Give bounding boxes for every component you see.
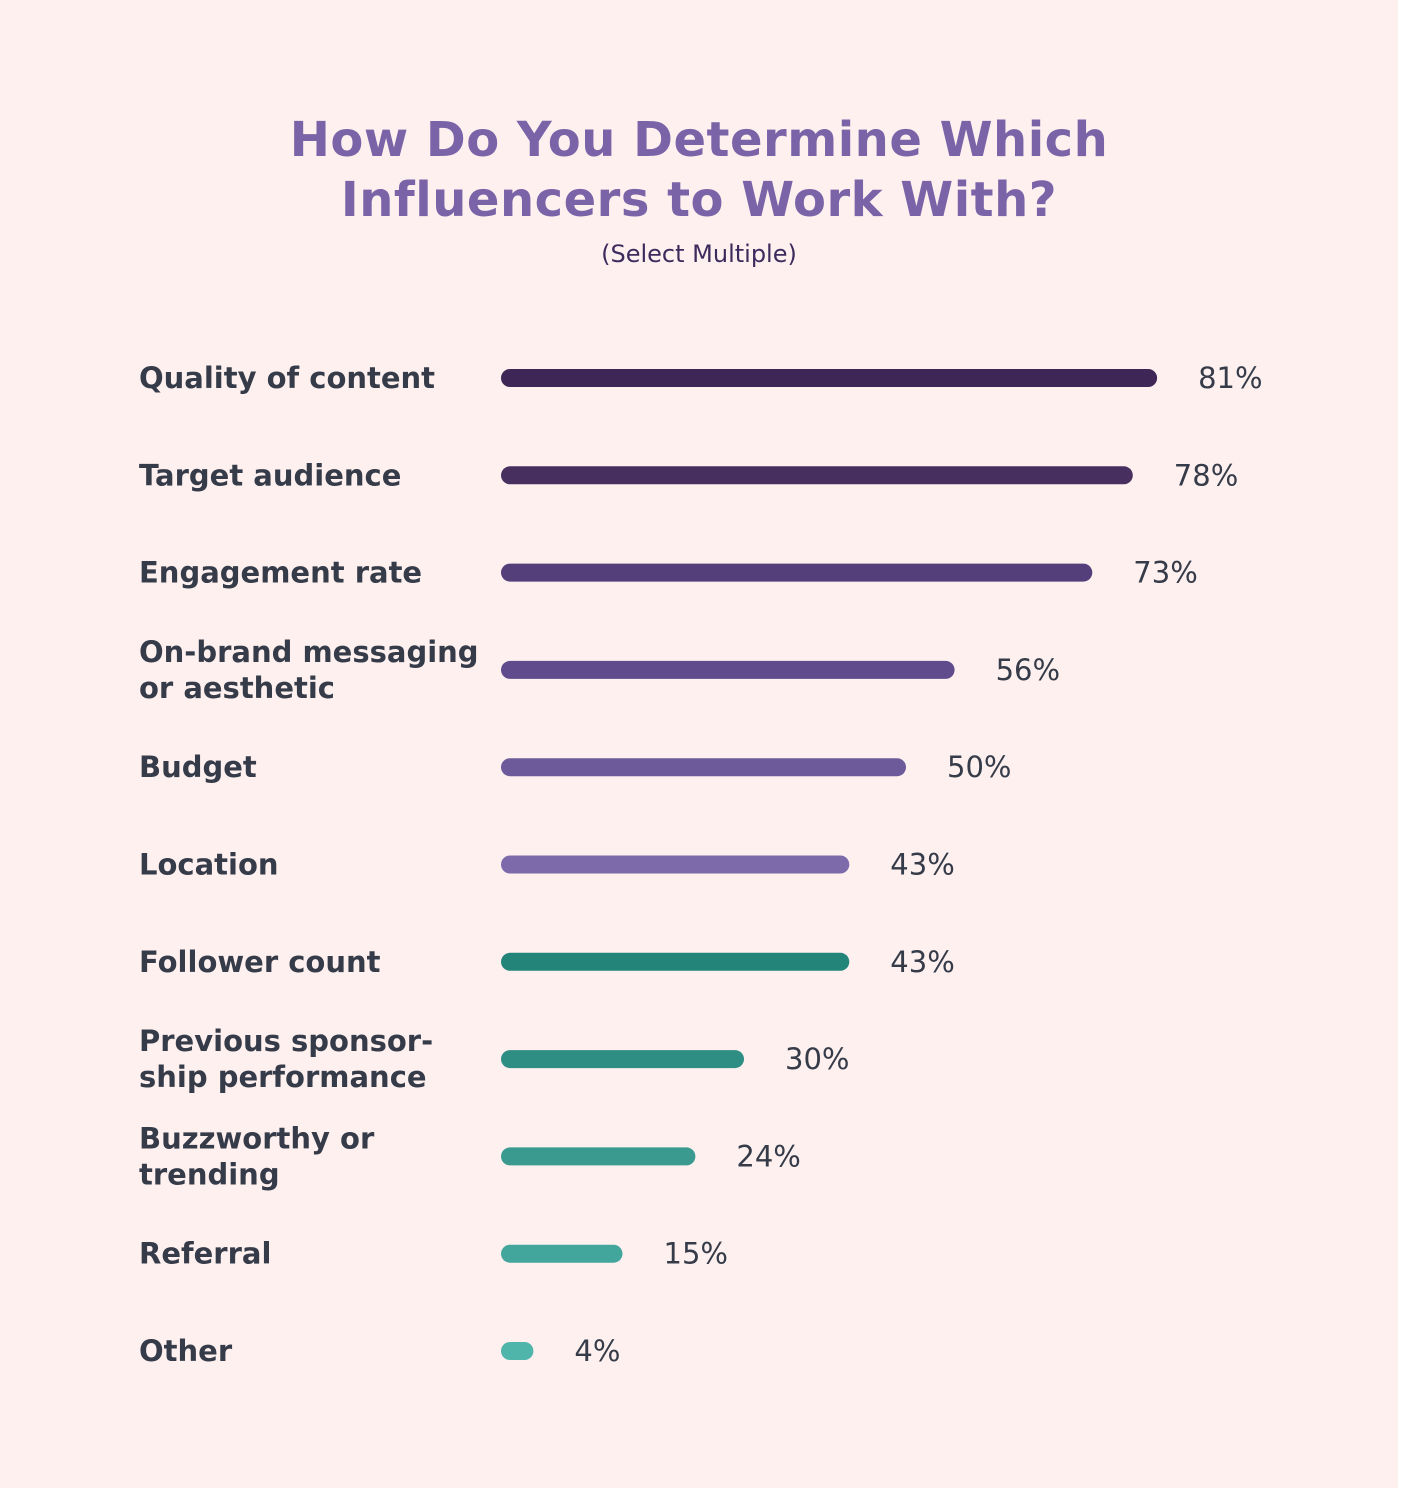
category-label: On-brand messaging or aesthetic <box>139 635 479 705</box>
bar-row: Quality of content 81% <box>139 361 1263 395</box>
bar <box>501 1342 534 1360</box>
category-label-line: Target audience <box>139 458 401 492</box>
chart-subtitle: (Select Multiple) <box>601 240 797 268</box>
category-label: Engagement rate <box>139 556 422 590</box>
category-label-line: Previous sponsor- <box>139 1024 433 1058</box>
bar-row: Referral 15% <box>139 1237 728 1271</box>
category-label: Target audience <box>139 458 401 492</box>
value-label: 81% <box>1198 361 1262 395</box>
bar-row: Budget 50% <box>139 750 1011 784</box>
category-label: Follower count <box>139 945 381 979</box>
bar <box>501 660 955 679</box>
bar <box>501 758 906 777</box>
chart-title-line-2: Influencers to Work With? <box>340 172 1058 228</box>
category-label: Quality of content <box>139 361 435 395</box>
value-label: 56% <box>996 653 1060 687</box>
bar-row: Follower count 43% <box>139 945 955 979</box>
category-label-line: Buzzworthy or <box>139 1121 375 1155</box>
bar-row: Target audience 78% <box>139 458 1238 492</box>
category-label-line: Budget <box>139 750 257 784</box>
chart-title-line-1: How Do You Determine Which <box>289 112 1109 168</box>
bar-row: Previous sponsor-ship performance 30% <box>139 1024 849 1094</box>
bar <box>501 952 850 971</box>
value-label: 15% <box>664 1237 728 1271</box>
category-label-line: Quality of content <box>139 361 435 395</box>
value-label: 73% <box>1133 556 1197 590</box>
bar <box>501 855 850 874</box>
category-label-line: ship performance <box>139 1060 427 1094</box>
category-label-line: Location <box>139 848 279 882</box>
bar <box>501 1244 623 1263</box>
category-label: Previous sponsor-ship performance <box>139 1024 433 1094</box>
category-label-line: or aesthetic <box>139 671 335 705</box>
bar <box>501 1147 696 1166</box>
bar-row: Engagement rate 73% <box>139 556 1198 590</box>
value-label: 24% <box>736 1139 800 1173</box>
category-label-line: Engagement rate <box>139 556 422 590</box>
category-label: Location <box>139 848 279 882</box>
category-label-line: Follower count <box>139 945 381 979</box>
category-label-line: Other <box>139 1334 233 1368</box>
bar <box>501 369 1158 387</box>
bar-row: Location 43% <box>139 848 955 882</box>
category-label: Buzzworthy or trending <box>139 1121 375 1191</box>
value-label: 50% <box>947 750 1011 784</box>
value-label: 43% <box>890 945 954 979</box>
category-label: Other <box>139 1334 233 1368</box>
bar-row: Other 4% <box>139 1334 620 1368</box>
bar-row: On-brand messaging or aesthetic 56% <box>139 635 1060 705</box>
value-label: 78% <box>1174 458 1238 492</box>
value-label: 4% <box>574 1334 620 1368</box>
category-label-line: On-brand messaging <box>139 635 479 669</box>
category-label-line: Referral <box>139 1237 271 1271</box>
value-label: 43% <box>890 848 954 882</box>
value-label: 30% <box>785 1042 849 1076</box>
category-label-line: trending <box>139 1157 280 1191</box>
bar <box>501 563 1093 582</box>
bar <box>501 466 1133 485</box>
bar <box>501 1050 744 1069</box>
category-label: Budget <box>139 750 257 784</box>
category-label: Referral <box>139 1237 271 1271</box>
bar-row: Buzzworthy or trending 24% <box>139 1121 801 1191</box>
